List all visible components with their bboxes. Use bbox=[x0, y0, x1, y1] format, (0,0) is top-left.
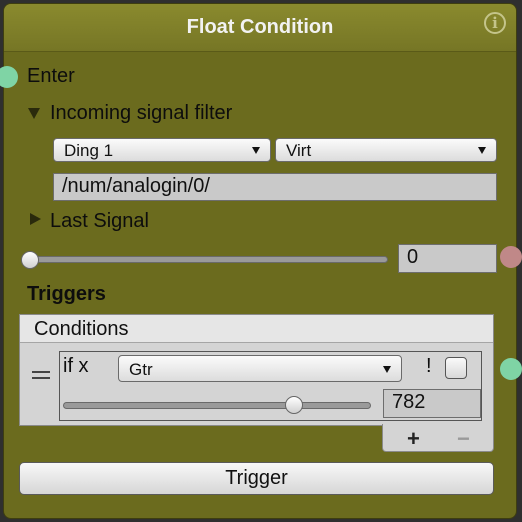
value-field[interactable]: 0 bbox=[398, 244, 497, 273]
info-icon[interactable]: i bbox=[484, 12, 506, 34]
not-checkbox[interactable] bbox=[445, 357, 467, 379]
foldout-collapsed-icon[interactable] bbox=[30, 213, 41, 225]
chevron-down-icon bbox=[478, 147, 486, 154]
conditions-header: Conditions bbox=[20, 315, 493, 343]
operator-select[interactable]: Gtr bbox=[118, 355, 402, 382]
threshold-slider-track[interactable] bbox=[63, 402, 371, 409]
condition-row: if x Gtr ! 782 bbox=[59, 351, 482, 421]
address-field[interactable]: /num/analogin/0/ bbox=[53, 173, 497, 201]
enter-label: Enter bbox=[27, 65, 75, 87]
remove-condition-button[interactable]: − bbox=[457, 426, 470, 451]
not-label: ! bbox=[426, 355, 432, 377]
threshold-slider-thumb[interactable] bbox=[285, 396, 303, 414]
add-condition-button[interactable]: + bbox=[407, 426, 420, 451]
drag-handle-icon[interactable] bbox=[32, 371, 50, 373]
node-title: Float Condition bbox=[186, 16, 334, 38]
chevron-down-icon bbox=[383, 366, 391, 373]
value-slider-thumb[interactable] bbox=[21, 251, 39, 269]
signal-filter-label[interactable]: Incoming signal filter bbox=[50, 102, 233, 124]
last-signal-label[interactable]: Last Signal bbox=[50, 210, 149, 232]
device-select[interactable]: Ding 1 bbox=[53, 138, 271, 162]
triggers-label: Triggers bbox=[27, 283, 106, 305]
trigger-button[interactable]: Trigger bbox=[19, 462, 494, 495]
value-slider-track[interactable] bbox=[26, 256, 388, 263]
threshold-field[interactable]: 782 bbox=[383, 389, 481, 418]
node-header[interactable]: Float Condition i bbox=[4, 4, 516, 52]
condition-prefix: if x bbox=[63, 355, 89, 377]
condition-output-port[interactable] bbox=[500, 358, 522, 380]
list-add-remove: + − bbox=[382, 424, 494, 452]
device-select-value: Ding 1 bbox=[64, 141, 114, 160]
drag-handle-icon[interactable] bbox=[32, 377, 50, 379]
foldout-expanded-icon[interactable] bbox=[28, 108, 40, 119]
value-output-port[interactable] bbox=[500, 246, 522, 268]
operator-select-value: Gtr bbox=[129, 360, 153, 379]
source-select[interactable]: Virt bbox=[275, 138, 497, 162]
source-select-value: Virt bbox=[286, 141, 312, 160]
chevron-down-icon bbox=[252, 147, 260, 154]
enter-port[interactable] bbox=[0, 66, 18, 88]
conditions-panel: Conditions if x Gtr ! 782 bbox=[19, 314, 494, 426]
